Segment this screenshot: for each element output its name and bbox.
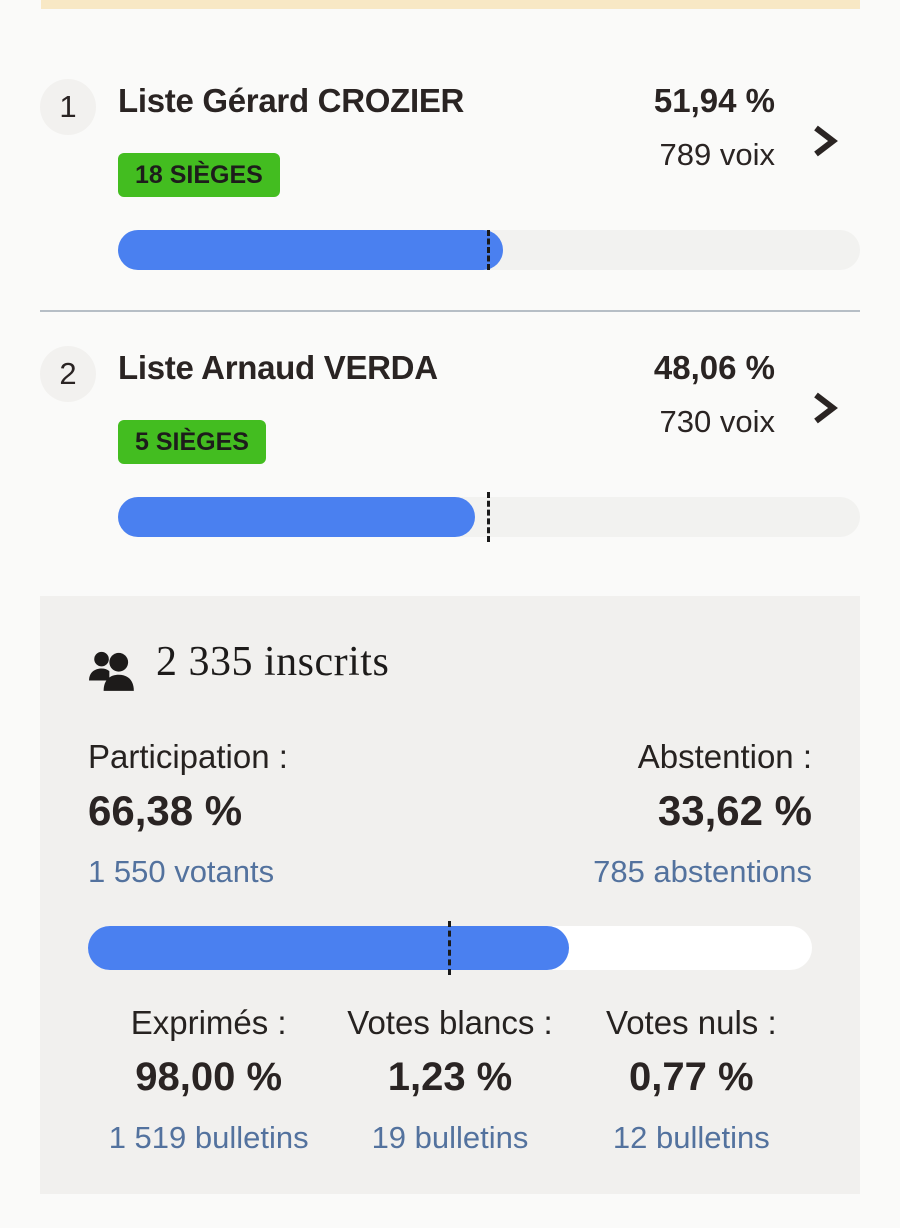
votes-nuls-label: Votes nuls :: [606, 1004, 777, 1041]
result-row-2-main: Liste Arnaud VERDA 5 SIÈGES 48,06 % 730 …: [118, 346, 860, 542]
list-name-2: Liste Arnaud VERDA: [118, 349, 438, 386]
votes-blancs-label: Votes blancs :: [347, 1004, 553, 1041]
result-bar-2-fill: [118, 497, 475, 537]
rank-badge-2: 2: [40, 346, 96, 402]
list-name-1: Liste Gérard CROZIER: [118, 82, 465, 119]
chevron-right-icon[interactable]: [812, 125, 838, 157]
abstention-detail: 785 abstentions: [593, 854, 812, 889]
participation-stat: Participation : 66,38 % 1 550 votants: [88, 736, 288, 892]
participation-bar: [88, 921, 812, 975]
people-icon: [89, 651, 134, 691]
result-row-1[interactable]: 1 Liste Gérard CROZIER 18 SIÈGES 51,94 %…: [40, 79, 860, 270]
abstention-percent: 33,62 %: [657, 787, 812, 834]
votes-nuls-percent: 0,77 %: [629, 1055, 754, 1099]
exprimes-detail: 1 519 bulletins: [108, 1120, 309, 1155]
result-bar-1-fill: [118, 230, 504, 270]
votes-blancs-percent: 1,23 %: [387, 1055, 513, 1099]
participation-label: Participation :: [88, 738, 288, 775]
votes-blancs-stat: Votes blancs : 1,23 % 19 bulletins: [329, 1002, 570, 1158]
exprimes-stat: Exprimés : 98,00 % 1 519 bulletins: [88, 1002, 329, 1158]
votes-blancs-detail: 19 bulletins: [371, 1120, 529, 1155]
abstention-stat: Abstention : 33,62 % 785 abstentions: [593, 736, 812, 892]
top-accent-strip: [41, 0, 860, 9]
registered-voters: 2 335 inscrits: [88, 638, 812, 691]
row-divider: [40, 310, 860, 312]
seats-badge-1: 18 SIÈGES: [118, 153, 280, 197]
participation-bar-fill: [88, 926, 569, 970]
exprimes-label: Exprimés :: [130, 1004, 287, 1041]
result-row-2-head: Liste Arnaud VERDA 5 SIÈGES 48,06 % 730 …: [118, 346, 860, 464]
majority-mark-1: [487, 230, 490, 270]
participation-50-mark: [448, 921, 451, 975]
votes-value-2: 730 voix: [659, 404, 775, 439]
result-row-2[interactable]: 2 Liste Arnaud VERDA 5 SIÈGES 48,06 % 73…: [40, 346, 860, 542]
election-results-page: 1 Liste Gérard CROZIER 18 SIÈGES 51,94 %…: [0, 0, 900, 1194]
score-block-2: 48,06 % 730 voix: [654, 346, 860, 442]
votes-nuls-detail: 12 bulletins: [612, 1120, 770, 1155]
majority-mark-2: [487, 492, 490, 542]
results-content: 1 Liste Gérard CROZIER 18 SIÈGES 51,94 %…: [0, 79, 900, 1194]
abstention-label: Abstention :: [637, 738, 812, 775]
exprimes-percent: 98,00 %: [135, 1055, 283, 1099]
chevron-right-icon[interactable]: [812, 392, 838, 424]
percent-value-1: 51,94 %: [653, 82, 775, 119]
participation-percent: 66,38 %: [88, 787, 243, 834]
votes-nuls-stat: Votes nuls : 0,77 % 12 bulletins: [571, 1002, 812, 1158]
rank-badge-1: 1: [40, 79, 96, 135]
result-row-1-head: Liste Gérard CROZIER 18 SIÈGES 51,94 % 7…: [118, 79, 860, 197]
registered-voters-label: 2 335 inscrits: [156, 639, 390, 685]
participation-abstention-row: Participation : 66,38 % 1 550 votants Ab…: [88, 736, 812, 892]
score-block-1: 51,94 % 789 voix: [654, 79, 860, 175]
votes-value-1: 789 voix: [659, 137, 775, 172]
result-bar-1: [118, 230, 860, 270]
turnout-panel: 2 335 inscrits Participation : 66,38 % 1…: [40, 596, 860, 1194]
result-bar-2: [118, 492, 860, 542]
ballots-breakdown-row: Exprimés : 98,00 % 1 519 bulletins Votes…: [88, 1002, 812, 1158]
percent-value-2: 48,06 %: [653, 349, 775, 386]
participation-detail: 1 550 votants: [88, 854, 275, 889]
seats-badge-2: 5 SIÈGES: [118, 420, 266, 464]
result-row-1-main: Liste Gérard CROZIER 18 SIÈGES 51,94 % 7…: [118, 79, 860, 270]
